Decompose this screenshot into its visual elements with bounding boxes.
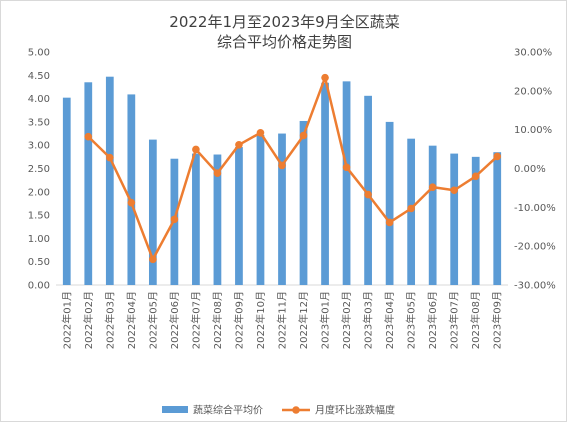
x-tick-label: 2023年02月 [340, 291, 353, 349]
x-tick-label: 2022年04月 [125, 291, 138, 349]
x-tick-label: 2023年01月 [319, 291, 332, 349]
y-left-tick-label: 3.50 [28, 117, 50, 128]
y-right-tick-label: 0.00% [514, 164, 546, 175]
line-point [364, 190, 372, 199]
bar [493, 152, 502, 285]
chart-title-line-2: 综合平均价格走势图 [216, 33, 352, 51]
x-tick-label: 2022年12月 [297, 291, 310, 349]
bar [84, 82, 93, 285]
line-point [321, 73, 329, 82]
bar [321, 82, 329, 285]
line-series [87, 76, 499, 261]
legend-label: 蔬菜综合平均价 [193, 404, 263, 417]
x-tick-label: 2023年05月 [405, 291, 418, 349]
x-tick-label: 2023年08月 [469, 291, 482, 349]
y-right-tick-label: -30.00% [514, 281, 556, 292]
line-point [342, 163, 351, 172]
bar [364, 95, 372, 285]
line-point [471, 172, 480, 181]
x-tick-label: 2023年09月 [491, 291, 504, 349]
y-left-tick-label: 1.00 [28, 234, 50, 245]
bar [62, 97, 71, 285]
x-tick-label: 2022年10月 [254, 291, 267, 349]
line-point [149, 255, 157, 264]
line-point [407, 204, 415, 213]
bar [385, 121, 394, 286]
y-left-tick-label: 2.50 [28, 164, 50, 175]
line-point [278, 161, 286, 170]
line-point [213, 169, 222, 177]
y-right-tick-label: 10.00% [514, 125, 552, 136]
legend-bar-swatch [162, 406, 188, 413]
line-point [493, 152, 502, 161]
chart-title-line-1: 2022年1月至2023年9月全区蔬菜 [169, 13, 400, 31]
bar [428, 145, 437, 285]
x-tick-label: 2023年06月 [426, 291, 439, 349]
line-point [450, 186, 458, 195]
y-right-tick-label: -10.00% [514, 203, 556, 214]
line-point [256, 128, 265, 137]
y-left-tick-label: 0.00 [28, 281, 50, 292]
x-tick-label: 2022年07月 [189, 291, 202, 349]
bar [471, 156, 480, 285]
bar [450, 153, 459, 285]
bar [192, 153, 200, 285]
y-left-tick-label: 4.00 [28, 94, 50, 105]
bar [127, 94, 136, 285]
x-tick-label: 2022年09月 [232, 291, 245, 349]
y-right-tick-label: 30.00% [514, 48, 552, 59]
x-tick-label: 2023年03月 [362, 291, 375, 349]
line-point [192, 145, 200, 154]
x-tick-label: 2022年05月 [146, 291, 159, 349]
x-tick-label: 2023年04月 [383, 291, 396, 349]
y-left-tick-label: 0.50 [28, 257, 50, 268]
y-left-tick-label: 1.50 [28, 211, 50, 222]
line-point [170, 215, 179, 224]
y-left-tick-label: 3.00 [28, 141, 50, 152]
bar [342, 81, 351, 285]
line-point [428, 183, 437, 191]
bar [148, 139, 157, 285]
y-right-tick-label: 20.00% [514, 86, 552, 97]
y-left-tick-label: 2.00 [28, 187, 50, 198]
bar [278, 133, 286, 285]
legend-line-marker [292, 406, 300, 414]
bar [235, 147, 243, 285]
x-tick-label: 2022年08月 [211, 291, 224, 349]
bar [256, 134, 265, 285]
line-point [235, 141, 243, 149]
x-tick-label: 2023年07月 [448, 291, 461, 349]
x-tick-label: 2022年01月 [60, 291, 73, 349]
y-left-tick-label: 5.00 [28, 48, 50, 59]
line-point [385, 218, 394, 227]
x-tick-label: 2022年02月 [82, 291, 95, 349]
line-point [127, 198, 136, 207]
x-tick-label: 2022年06月 [168, 291, 181, 349]
bar [299, 120, 308, 285]
x-tick-label: 2022年03月 [103, 291, 116, 349]
y-left-tick-label: 4.50 [28, 71, 50, 82]
line-point [106, 153, 114, 162]
y-right-tick-label: -20.00% [514, 242, 556, 253]
bar [213, 154, 222, 285]
x-tick-label: 2022年11月 [276, 291, 289, 349]
bar [105, 76, 114, 285]
legend-label: 月度环比涨跌幅度 [315, 404, 395, 417]
line-point [84, 132, 93, 141]
line-point [299, 131, 308, 140]
